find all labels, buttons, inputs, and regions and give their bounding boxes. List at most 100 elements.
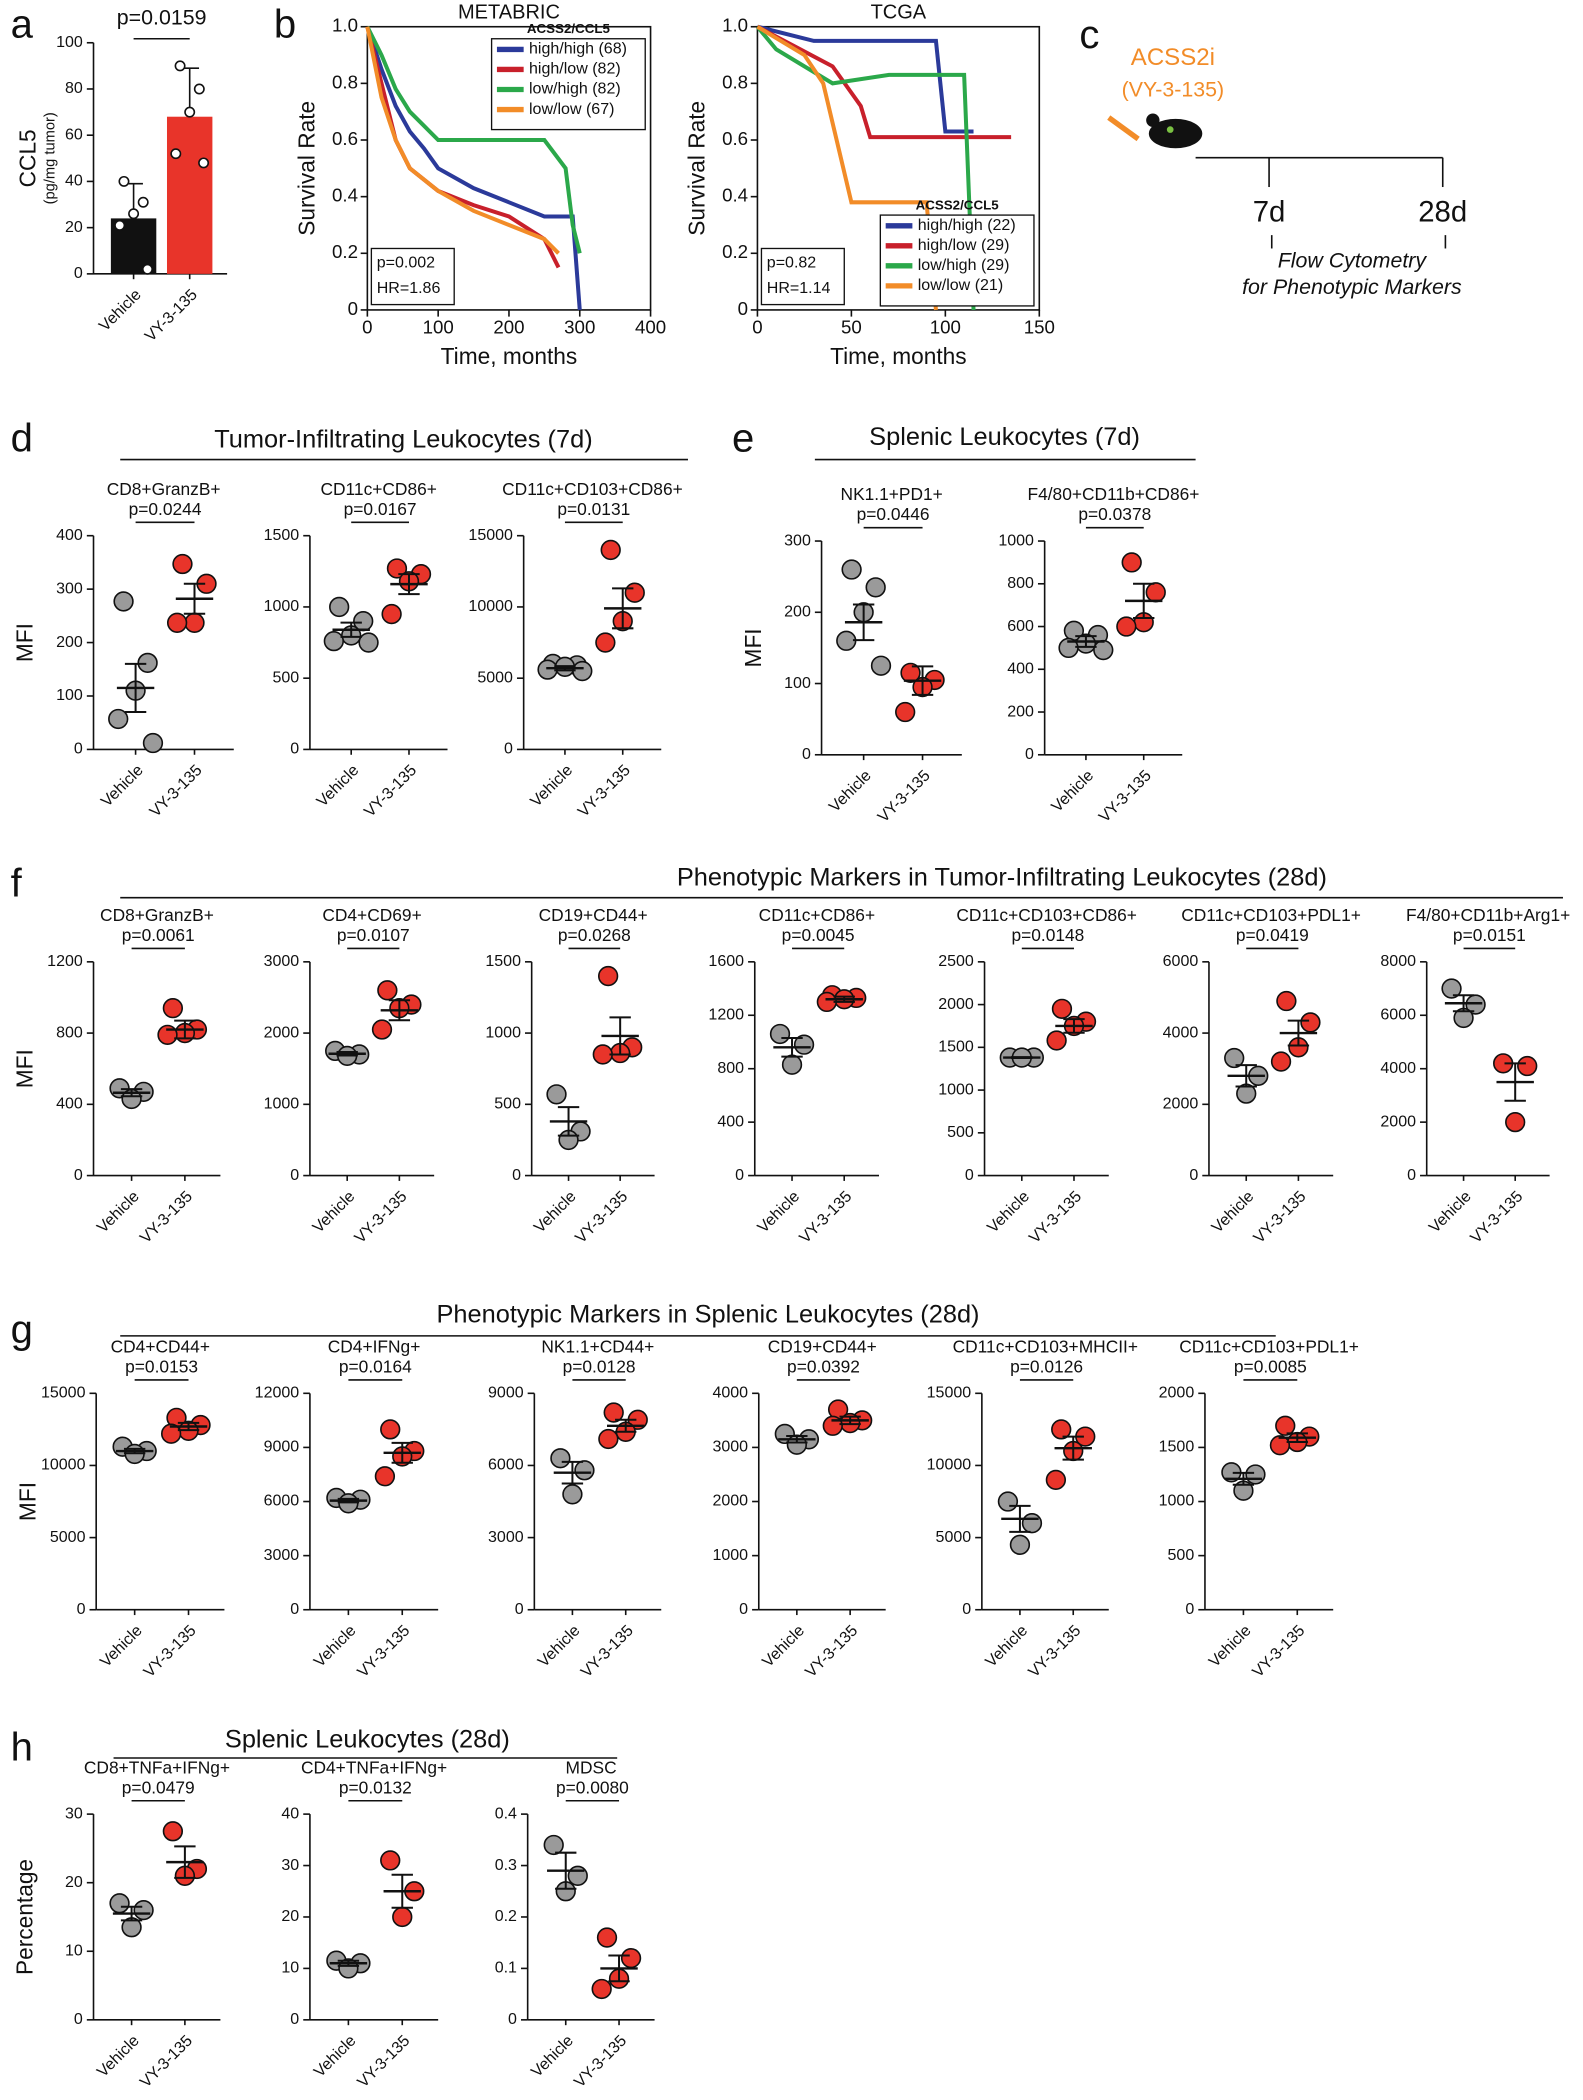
chart-title: METABRIC <box>458 2 560 24</box>
y-tick-label: 0 <box>504 740 513 758</box>
data-point <box>546 1084 567 1105</box>
mouse-tumor <box>1166 126 1174 133</box>
y-axis-label: MFI <box>14 1482 40 1521</box>
x-tick-label: Vehicle <box>95 286 144 335</box>
y-axis-sublabel: (pg/mg tumor) <box>43 112 59 204</box>
x-tick-label: VY-3-135 <box>574 761 634 821</box>
data-point <box>543 1834 564 1856</box>
legend-box <box>490 38 646 131</box>
stats-box <box>760 247 845 306</box>
x-tick-label: 200 <box>493 317 524 338</box>
data-point <box>133 1899 154 1921</box>
survival-curve <box>365 26 582 311</box>
data-point <box>550 1448 571 1469</box>
panel-letter: d <box>11 416 33 460</box>
data-point <box>137 652 158 674</box>
legend-title: ACSS2/CCL5 <box>527 21 611 36</box>
panel-letter: e <box>732 416 754 460</box>
p-value: p=0.0080 <box>556 1777 629 1797</box>
legend-label: low/low (67) <box>529 100 614 118</box>
x-tick-label: Vehicle <box>530 1187 579 1236</box>
data-point <box>381 603 402 625</box>
survival-curve <box>756 24 974 134</box>
chart-title: CD8+GranzB+ <box>107 479 221 499</box>
data-point <box>160 1423 182 1444</box>
data-point <box>591 1978 612 2000</box>
x-tick-label: VY-3-135 <box>354 1621 414 1681</box>
data-point <box>114 219 126 231</box>
y-tick-label: 2000 <box>1380 1112 1416 1130</box>
data-point <box>142 732 164 754</box>
y-tick-label: 800 <box>717 1059 744 1077</box>
y-tick-label: 0 <box>290 740 299 758</box>
y-tick-label: 9000 <box>264 1438 300 1456</box>
data-point <box>323 630 344 652</box>
y-tick-label: 10000 <box>468 597 513 615</box>
data-point <box>592 1044 613 1065</box>
data-point <box>1269 1435 1291 1456</box>
x-tick-label: Vehicle <box>982 1621 1031 1670</box>
p-value: p=0.0151 <box>1453 925 1526 945</box>
data-point <box>574 1460 595 1481</box>
x-tick-label: VY-3-135 <box>140 1621 200 1681</box>
y-tick-label: 1500 <box>1159 1438 1195 1456</box>
legend-label: high/high (68) <box>529 40 627 58</box>
y-tick-label: 0 <box>962 1600 971 1618</box>
legend-label: high/high (22) <box>918 216 1016 234</box>
p-value: p=0.0167 <box>344 499 417 519</box>
y-tick-label: 6000 <box>1380 1006 1416 1024</box>
y-tick-label: 0.4 <box>495 1804 517 1822</box>
y-tick-label: 100 <box>56 33 83 51</box>
y-tick-label: 0.6 <box>332 128 358 149</box>
p-value: p=0.0446 <box>857 504 930 524</box>
chart-title: F4/80+CD11b+CD86+ <box>1027 484 1199 504</box>
y-tick-label: 0 <box>1025 745 1034 763</box>
data-point <box>377 980 398 1001</box>
y-tick-label: 0.2 <box>495 1907 517 1925</box>
p-value: p=0.0132 <box>339 1777 412 1797</box>
data-point <box>358 632 379 653</box>
p-value: p=0.0378 <box>1078 504 1151 524</box>
data-point <box>392 1906 413 1928</box>
data-point <box>1145 582 1166 603</box>
x-tick-label: Vehicle <box>309 1187 358 1236</box>
y-tick-label: 4000 <box>1380 1059 1416 1077</box>
x-tick-label: VY-3-135 <box>1025 1621 1085 1681</box>
x-tick-label: 50 <box>841 317 862 338</box>
y-tick-label: 5000 <box>936 1528 972 1546</box>
survival-curve <box>756 24 1012 140</box>
y-tick-label: 1.0 <box>722 15 748 36</box>
x-tick-label: VY-3-135 <box>802 1621 862 1681</box>
section-title: Tumor-Infiltrating Leukocytes (7d) <box>214 426 592 454</box>
readout: for Phenotypic Markers <box>1242 275 1462 299</box>
y-axis-label: MFI <box>740 628 766 667</box>
y-tick-label: 4000 <box>712 1384 748 1402</box>
legend-title: ACSS2/CCL5 <box>916 197 1000 212</box>
y-tick-label: 1000 <box>264 597 300 615</box>
y-axis-label: CCL5 <box>14 129 40 187</box>
drug-code: (VY-3-135) <box>1122 77 1225 101</box>
panel-letter: f <box>11 861 23 905</box>
x-tick-label: VY-3-135 <box>354 2032 414 2092</box>
data-point <box>1517 1055 1538 1077</box>
section-title: Splenic Leukocytes (7d) <box>869 423 1140 451</box>
legend-label: low/high (82) <box>529 80 621 98</box>
y-tick-label: 1500 <box>264 526 300 544</box>
x-axis-label: Time, months <box>830 343 967 369</box>
y-tick-label: 1000 <box>1159 1492 1195 1510</box>
legend-label: low/high (29) <box>918 256 1010 274</box>
y-tick-label: 1.0 <box>332 15 358 36</box>
data-point <box>816 991 837 1013</box>
data-point <box>1275 1415 1296 1436</box>
data-point <box>603 1402 624 1423</box>
data-point <box>1093 639 1114 661</box>
p-value: p=0.0085 <box>1234 1357 1307 1377</box>
x-tick-label: Vehicle <box>527 761 576 810</box>
y-tick-label: 20 <box>281 1907 299 1925</box>
y-axis-label: Survival Rate <box>294 101 320 236</box>
data-point <box>841 559 862 580</box>
y-tick-label: 0 <box>290 2010 299 2028</box>
y-tick-label: 400 <box>56 526 83 544</box>
data-point <box>620 1947 642 1969</box>
data-point <box>1051 1419 1072 1440</box>
